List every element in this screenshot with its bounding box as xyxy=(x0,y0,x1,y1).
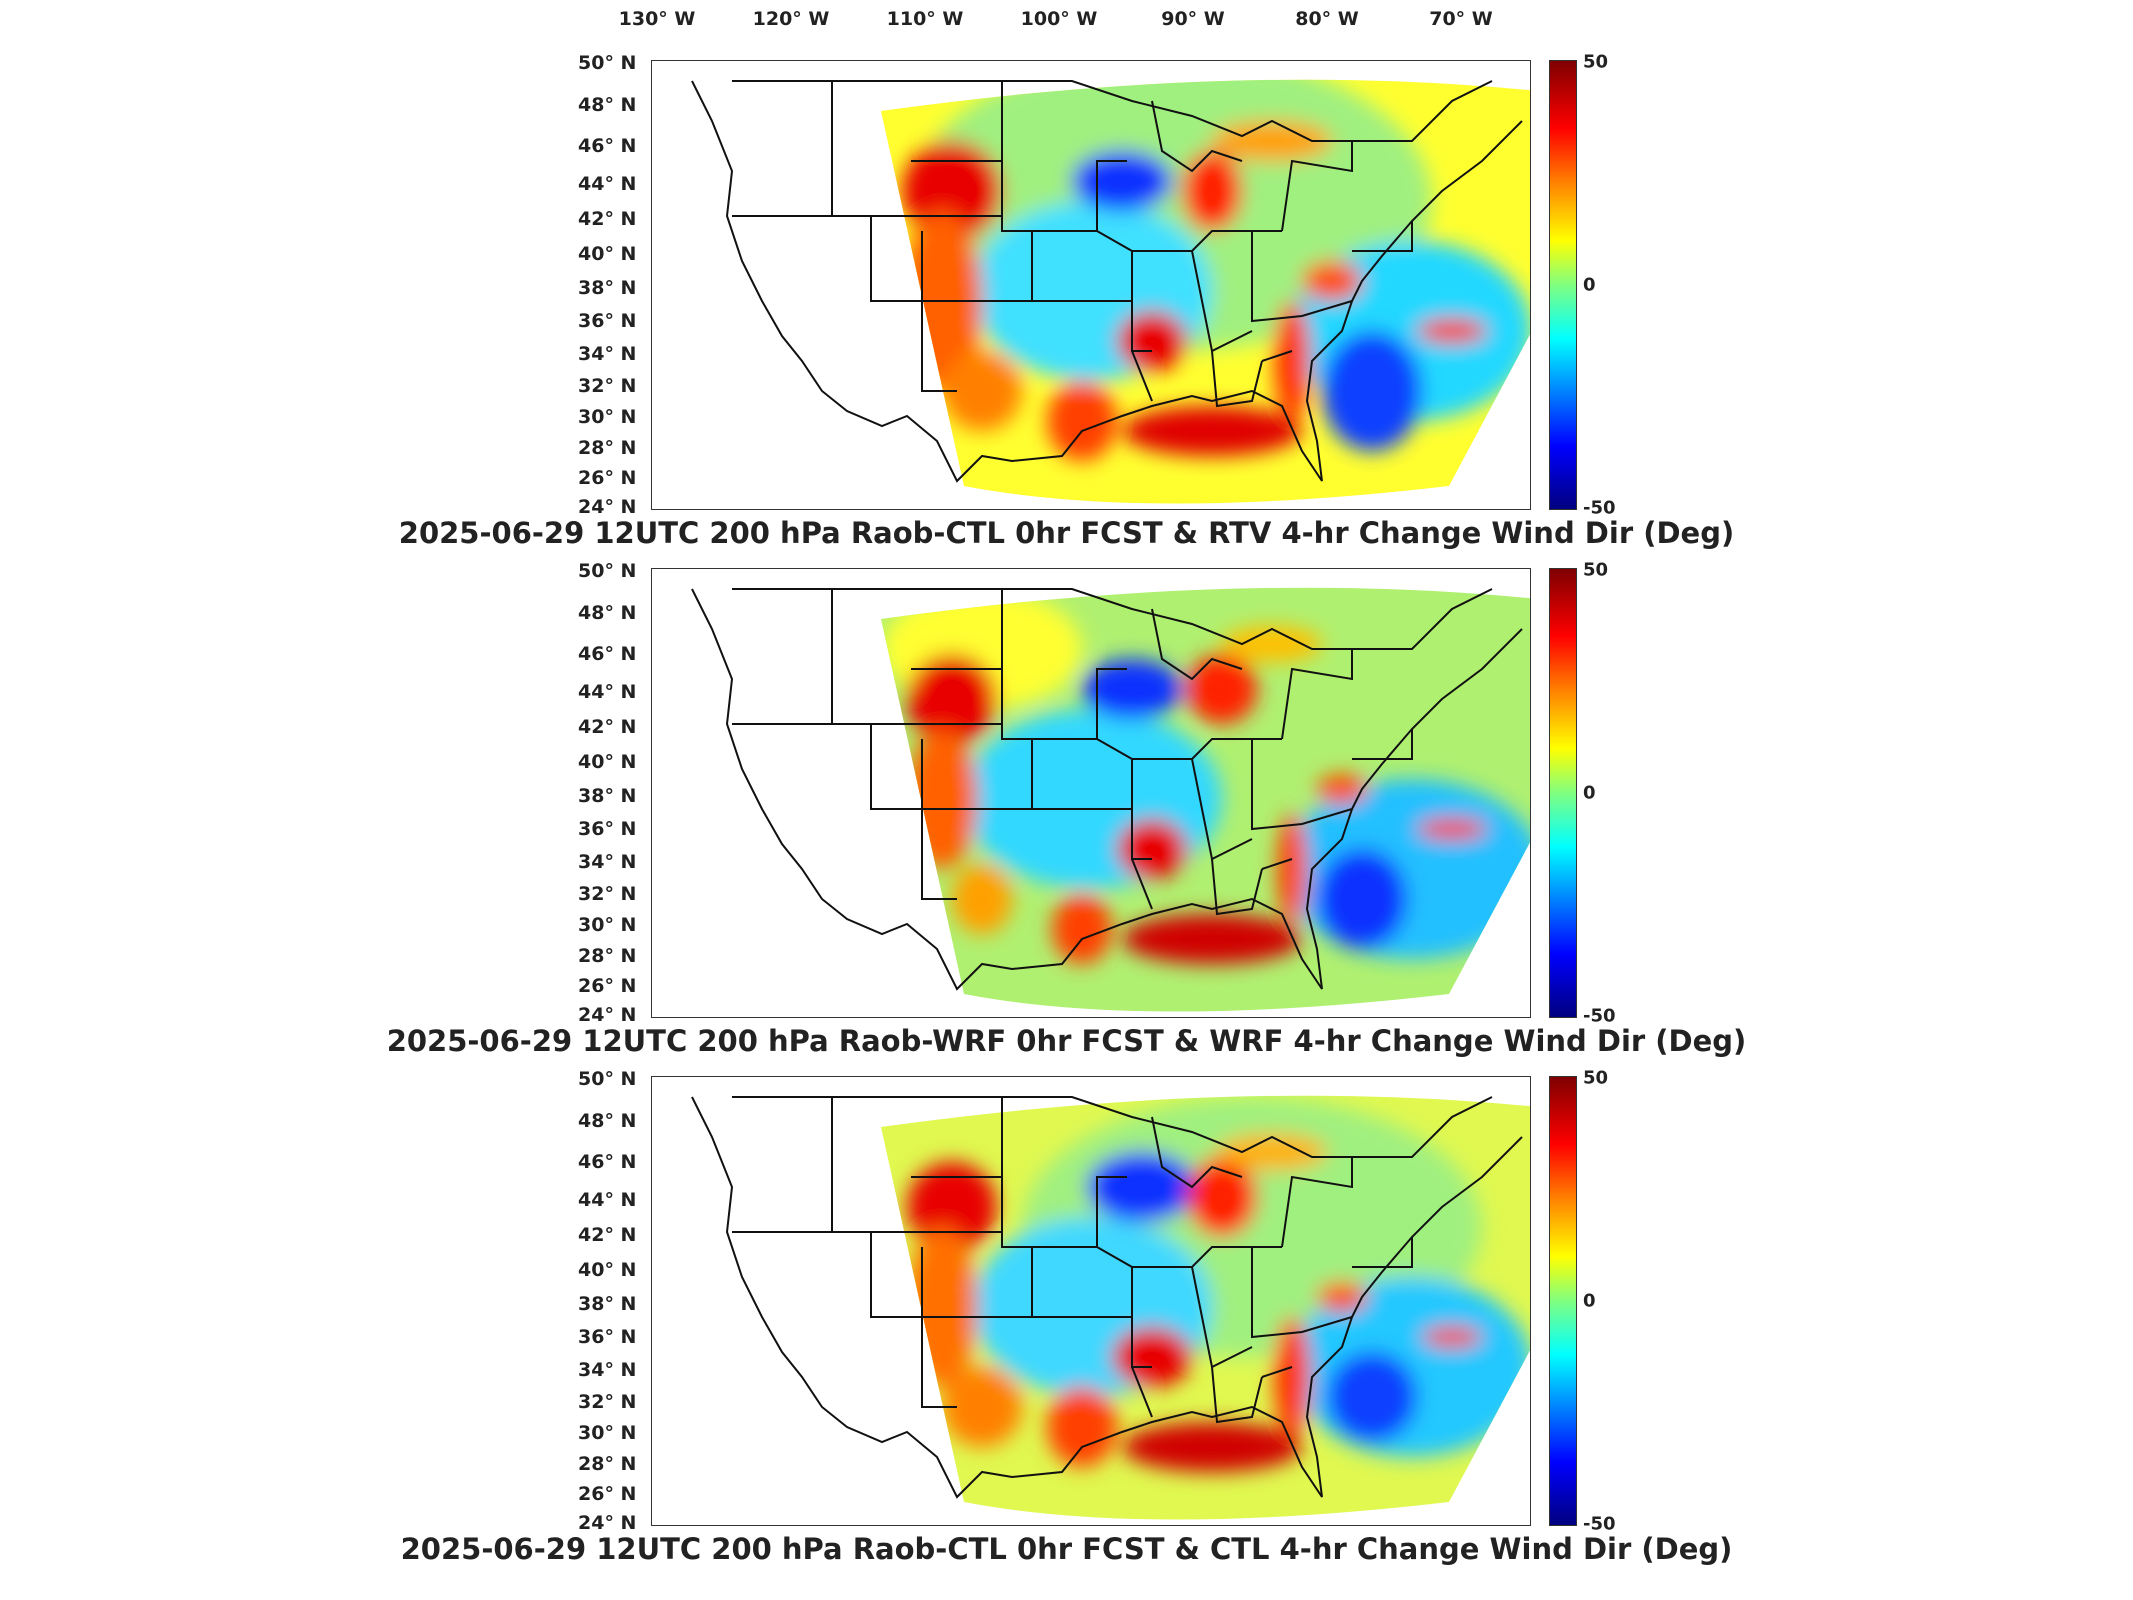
state-boundaries xyxy=(691,80,1523,483)
lat-label: 38° N xyxy=(578,785,637,807)
map-area xyxy=(651,1076,1531,1526)
lat-label: 50° N xyxy=(578,52,637,74)
wind-direction-map xyxy=(691,587,1530,1012)
lat-label: 26° N xyxy=(578,1483,637,1505)
state-boundaries xyxy=(691,588,1523,991)
colorbar-mid-label: 0 xyxy=(1583,782,1596,804)
lat-label: 34° N xyxy=(578,851,637,873)
lon-label: 100° W xyxy=(1020,8,1098,30)
panel-title: 2025-06-29 12UTC 200 hPa Raob-CTL 0hr FC… xyxy=(400,1532,1733,1566)
colorbar-max-label: 50 xyxy=(1583,1067,1609,1089)
colorbar-max-label: 50 xyxy=(1583,51,1609,73)
lat-label: 32° N xyxy=(578,375,637,397)
colorbar-min-label: -50 xyxy=(1583,497,1616,519)
colorbar-mid-label: 0 xyxy=(1583,1290,1596,1312)
colorbar xyxy=(1549,60,1577,510)
colorbar-max-label: 50 xyxy=(1583,559,1609,581)
field-fill xyxy=(881,587,1530,1012)
lon-label: 70° W xyxy=(1429,8,1493,30)
lat-label: 42° N xyxy=(578,208,637,230)
map-area xyxy=(651,568,1531,1018)
lat-label: 28° N xyxy=(578,437,637,459)
lat-label: 36° N xyxy=(578,818,637,840)
lat-label: 24° N xyxy=(578,496,637,518)
longitude-axis: 130° W 120° W 110° W 100° W 90° W 80° W … xyxy=(0,0,2133,40)
panel-title: 2025-06-29 12UTC 200 hPa Raob-WRF 0hr FC… xyxy=(386,1024,1747,1058)
lat-label: 32° N xyxy=(578,1391,637,1413)
map-area xyxy=(651,60,1531,510)
lat-label: 50° N xyxy=(578,1068,637,1090)
lat-label: 46° N xyxy=(578,643,637,665)
lat-label: 30° N xyxy=(578,1422,637,1444)
panel-title: 2025-06-29 12UTC 200 hPa Raob-CTL 0hr FC… xyxy=(398,516,1735,550)
map-panel-ctl: 50° N 48° N 46° N 44° N 42° N 40° N 38° … xyxy=(0,1068,2133,1581)
lat-label: 36° N xyxy=(578,310,637,332)
lat-label: 48° N xyxy=(578,1110,637,1132)
lat-label: 34° N xyxy=(578,1359,637,1381)
field-fill xyxy=(881,79,1530,504)
lat-label: 48° N xyxy=(578,602,637,624)
lat-label: 40° N xyxy=(578,751,637,773)
colorbar-min-label: -50 xyxy=(1583,1513,1616,1535)
lat-label: 28° N xyxy=(578,945,637,967)
lat-label: 42° N xyxy=(578,716,637,738)
lat-label: 44° N xyxy=(578,1189,637,1211)
lat-label: 28° N xyxy=(578,1453,637,1475)
lon-label: 110° W xyxy=(886,8,964,30)
lat-label: 44° N xyxy=(578,173,637,195)
map-panel-wrf: 50° N 48° N 46° N 44° N 42° N 40° N 38° … xyxy=(0,560,2133,1073)
wind-direction-map xyxy=(691,1095,1530,1520)
lon-label: 130° W xyxy=(618,8,696,30)
lat-label: 34° N xyxy=(578,343,637,365)
state-boundaries xyxy=(691,1096,1523,1499)
field-fill xyxy=(881,1095,1530,1520)
lat-label: 46° N xyxy=(578,135,637,157)
lat-label: 40° N xyxy=(578,1259,637,1281)
lon-label: 90° W xyxy=(1161,8,1225,30)
map-panel-rtv: 50° N 48° N 46° N 44° N 42° N 40° N 38° … xyxy=(0,52,2133,565)
lat-label: 50° N xyxy=(578,560,637,582)
lat-label: 24° N xyxy=(578,1004,637,1026)
colorbar xyxy=(1549,568,1577,1018)
colorbar xyxy=(1549,1076,1577,1526)
colorbar-mid-label: 0 xyxy=(1583,274,1596,296)
colorbar-min-label: -50 xyxy=(1583,1005,1616,1027)
lat-label: 40° N xyxy=(578,243,637,265)
lat-label: 42° N xyxy=(578,1224,637,1246)
lat-label: 30° N xyxy=(578,406,637,428)
lat-label: 44° N xyxy=(578,681,637,703)
lat-label: 46° N xyxy=(578,1151,637,1173)
lat-label: 26° N xyxy=(578,467,637,489)
lon-label: 120° W xyxy=(752,8,830,30)
lat-label: 26° N xyxy=(578,975,637,997)
lat-label: 38° N xyxy=(578,277,637,299)
lon-label: 80° W xyxy=(1295,8,1359,30)
lat-label: 30° N xyxy=(578,914,637,936)
wind-direction-map xyxy=(691,79,1530,504)
lat-label: 38° N xyxy=(578,1293,637,1315)
lat-label: 32° N xyxy=(578,883,637,905)
lat-label: 24° N xyxy=(578,1512,637,1534)
lat-label: 48° N xyxy=(578,94,637,116)
lat-label: 36° N xyxy=(578,1326,637,1348)
